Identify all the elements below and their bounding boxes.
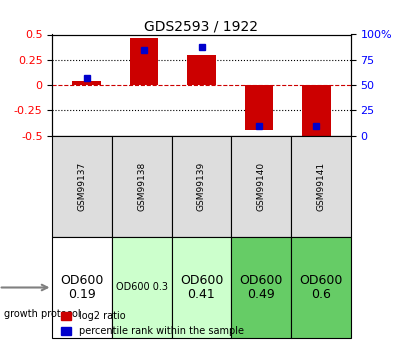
Text: GSM99141: GSM99141 [316, 162, 325, 211]
Text: GSM99140: GSM99140 [257, 162, 266, 211]
Title: GDS2593 / 1922: GDS2593 / 1922 [145, 19, 258, 33]
FancyBboxPatch shape [291, 237, 351, 338]
Text: GSM99139: GSM99139 [197, 162, 206, 211]
Legend: log2 ratio, percentile rank within the sample: log2 ratio, percentile rank within the s… [57, 307, 247, 340]
FancyBboxPatch shape [231, 237, 291, 338]
Text: OD600 0.3: OD600 0.3 [116, 283, 168, 293]
FancyBboxPatch shape [172, 136, 231, 237]
Bar [245, 85, 273, 130]
Text: OD600
0.6: OD600 0.6 [299, 274, 343, 302]
Text: OD600
0.19: OD600 0.19 [60, 274, 104, 302]
Text: GSM99137: GSM99137 [78, 162, 87, 211]
FancyBboxPatch shape [52, 237, 112, 338]
Bar [187, 55, 216, 85]
FancyBboxPatch shape [231, 136, 291, 237]
Bar [302, 85, 330, 138]
FancyBboxPatch shape [291, 136, 351, 237]
Text: OD600
0.49: OD600 0.49 [239, 274, 283, 302]
Text: GSM99138: GSM99138 [137, 162, 146, 211]
Text: OD600
0.41: OD600 0.41 [180, 274, 223, 302]
FancyBboxPatch shape [112, 237, 172, 338]
Bar [73, 81, 101, 85]
FancyBboxPatch shape [112, 136, 172, 237]
FancyBboxPatch shape [52, 136, 112, 237]
Text: growth protocol: growth protocol [4, 309, 81, 319]
FancyBboxPatch shape [172, 237, 231, 338]
Bar [130, 38, 158, 85]
